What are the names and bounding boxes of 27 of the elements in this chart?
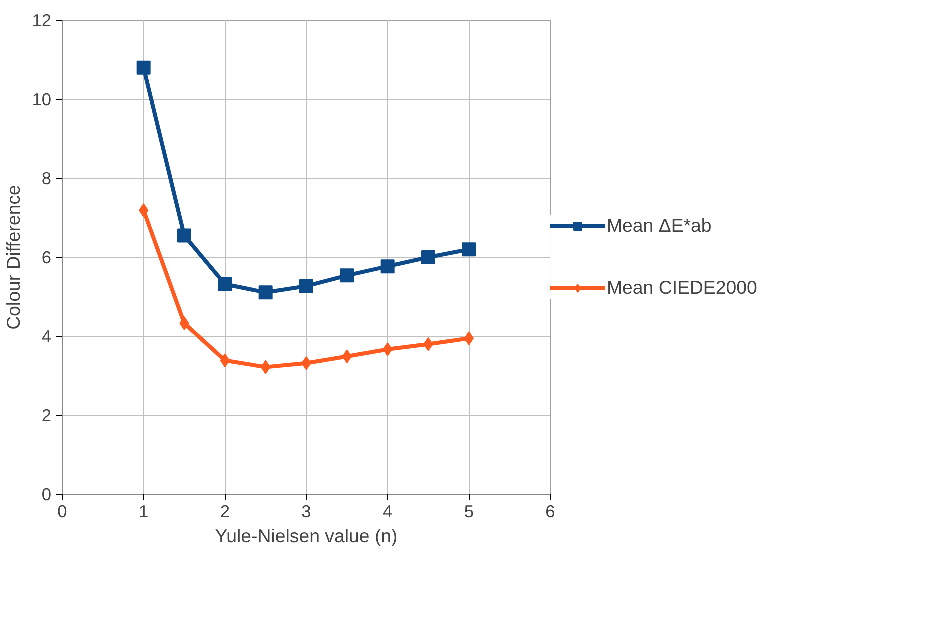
x-tick-label: 6 [546, 502, 556, 522]
x-axis-title: Yule-Nielsen value (n) [215, 526, 398, 546]
point [340, 268, 354, 283]
y-tick-label: 6 [42, 248, 52, 268]
y-tick-label: 4 [42, 326, 52, 346]
y-axis-title: Colour Difference [3, 185, 24, 330]
point [422, 250, 436, 264]
legend-label: Mean ΔE*ab [607, 215, 712, 237]
y-tick-label: 2 [42, 406, 52, 426]
point [178, 228, 192, 243]
x-tick-label: 4 [383, 502, 394, 522]
point [136, 60, 151, 75]
x-tick-label: 5 [464, 502, 474, 522]
point [300, 279, 314, 294]
point [218, 277, 232, 292]
x-tick-label: 1 [139, 502, 149, 522]
y-tick-label: 0 [42, 484, 52, 504]
y-tick-label: 8 [42, 168, 52, 188]
x-tick-label: 2 [220, 502, 230, 522]
legend-label: Mean CIEDE2000 [607, 277, 758, 299]
y-tick-label: 10 [32, 90, 52, 110]
x-tick-label: 3 [302, 502, 312, 522]
point [462, 242, 476, 257]
y-tick-label: 12 [32, 10, 52, 30]
point [258, 286, 273, 300]
x-tick-label: 0 [58, 502, 68, 522]
point [380, 260, 395, 274]
